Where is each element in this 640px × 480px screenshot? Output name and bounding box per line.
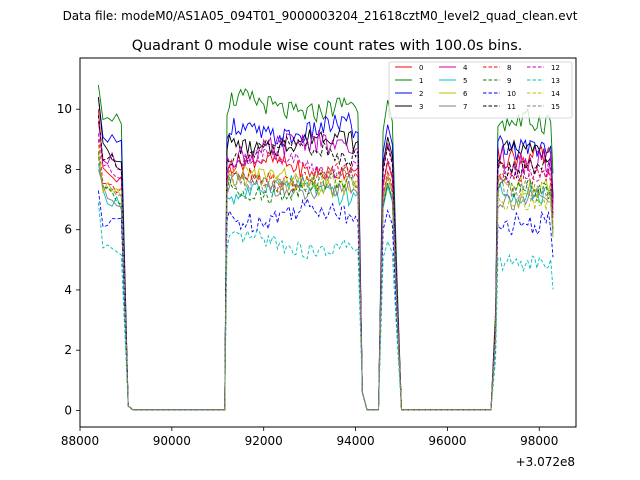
y-tick-label: 2 (64, 343, 72, 357)
x-offset-label: +3.072e8 (516, 455, 575, 469)
series-line-12 (97, 133, 554, 411)
series-line-13 (97, 202, 554, 411)
legend-label-13: 13 (551, 77, 560, 85)
series-line-4 (97, 121, 554, 411)
series-line-10 (97, 190, 554, 411)
series-line-7 (97, 169, 554, 411)
x-tick-label: 98000 (520, 434, 558, 448)
legend-label-3: 3 (419, 103, 423, 111)
legend-box (388, 61, 573, 119)
legend-label-11: 11 (507, 103, 516, 111)
x-tick-label: 88000 (61, 434, 99, 448)
legend-label-9: 9 (507, 77, 511, 85)
series-line-9 (97, 151, 554, 411)
axes-frame (79, 57, 577, 428)
y-tick-label: 0 (64, 403, 72, 417)
y-tick-label: 6 (64, 223, 72, 237)
series-line-2 (97, 97, 554, 411)
x-tick-label: 94000 (336, 434, 374, 448)
series-line-3 (97, 97, 554, 411)
legend-label-8: 8 (507, 64, 511, 72)
series-line-6 (97, 154, 554, 411)
suptitle: Data file: modeM0/AS1A05_094T01_90000032… (63, 9, 578, 23)
legend-label-1: 1 (419, 77, 423, 85)
series-line-14 (97, 145, 554, 411)
legend-label-7: 7 (463, 103, 467, 111)
series-layer (97, 85, 554, 411)
legend-label-15: 15 (551, 103, 560, 111)
series-line-11 (97, 115, 554, 411)
legend-label-14: 14 (551, 90, 560, 98)
legend-label-0: 0 (419, 64, 423, 72)
legend-label-12: 12 (551, 64, 560, 72)
legend-label-5: 5 (463, 77, 467, 85)
series-line-5 (97, 163, 554, 411)
series-line-0 (97, 109, 554, 411)
y-tick-label: 4 (64, 283, 72, 297)
series-line-8 (97, 139, 554, 411)
x-axis: 88000 90000 92000 94000 96000 98000 (61, 427, 558, 448)
series-line-1 (97, 85, 554, 411)
y-axis: 0 2 4 6 8 10 (57, 102, 80, 417)
legend-label-2: 2 (419, 90, 423, 98)
y-tick-label: 10 (57, 102, 72, 116)
legend-label-10: 10 (507, 90, 516, 98)
x-tick-label: 92000 (245, 434, 283, 448)
legend-label-4: 4 (463, 64, 468, 72)
y-tick-label: 8 (64, 162, 72, 176)
x-tick-label: 90000 (153, 434, 191, 448)
chart-title: Quadrant 0 module wise count rates with … (132, 38, 523, 54)
series-line-15 (97, 157, 554, 411)
x-tick-label: 96000 (428, 434, 466, 448)
legend-label-6: 6 (463, 90, 468, 98)
